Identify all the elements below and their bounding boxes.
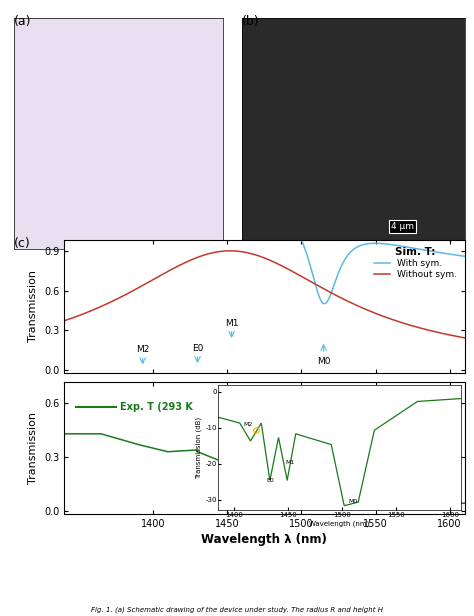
With sym. <box>462 253 467 260</box>
Line: With sym.: With sym. <box>64 238 465 304</box>
Text: E0: E0 <box>192 344 203 353</box>
With sym. <box>374 240 380 247</box>
Without sym. <box>381 313 387 320</box>
With sym. <box>61 234 67 241</box>
X-axis label: Wavelength λ (nm): Wavelength λ (nm) <box>201 533 327 546</box>
With sym. <box>381 240 387 248</box>
Without sym. <box>337 293 342 301</box>
Without sym. <box>223 247 229 254</box>
With sym. <box>237 234 243 241</box>
Legend: With sym., Without sym.: With sym., Without sym. <box>371 245 460 282</box>
Text: Fig. 1. (a) Schematic drawing of the device under study. The radius R and height: Fig. 1. (a) Schematic drawing of the dev… <box>91 606 383 613</box>
Without sym. <box>238 248 244 255</box>
Y-axis label: Transmission: Transmission <box>28 270 38 342</box>
Text: Exp. T (293 K: Exp. T (293 K <box>120 402 193 412</box>
Y-axis label: Transmission: Transmission <box>28 412 38 484</box>
With sym. <box>321 300 327 307</box>
Text: (b): (b) <box>242 15 259 28</box>
Text: (a): (a) <box>14 15 32 28</box>
Text: 4 μm: 4 μm <box>391 222 414 231</box>
Without sym. <box>462 334 467 341</box>
Text: M2: M2 <box>136 345 149 354</box>
Without sym. <box>374 310 380 317</box>
Without sym. <box>102 301 108 309</box>
With sym. <box>102 234 108 241</box>
With sym. <box>337 267 342 274</box>
Text: M1: M1 <box>225 318 238 328</box>
Text: M0: M0 <box>317 357 330 366</box>
Text: (c): (c) <box>14 237 31 250</box>
With sym. <box>223 234 229 241</box>
Without sym. <box>227 247 233 254</box>
Line: Without sym.: Without sym. <box>64 251 465 338</box>
Without sym. <box>61 317 67 325</box>
